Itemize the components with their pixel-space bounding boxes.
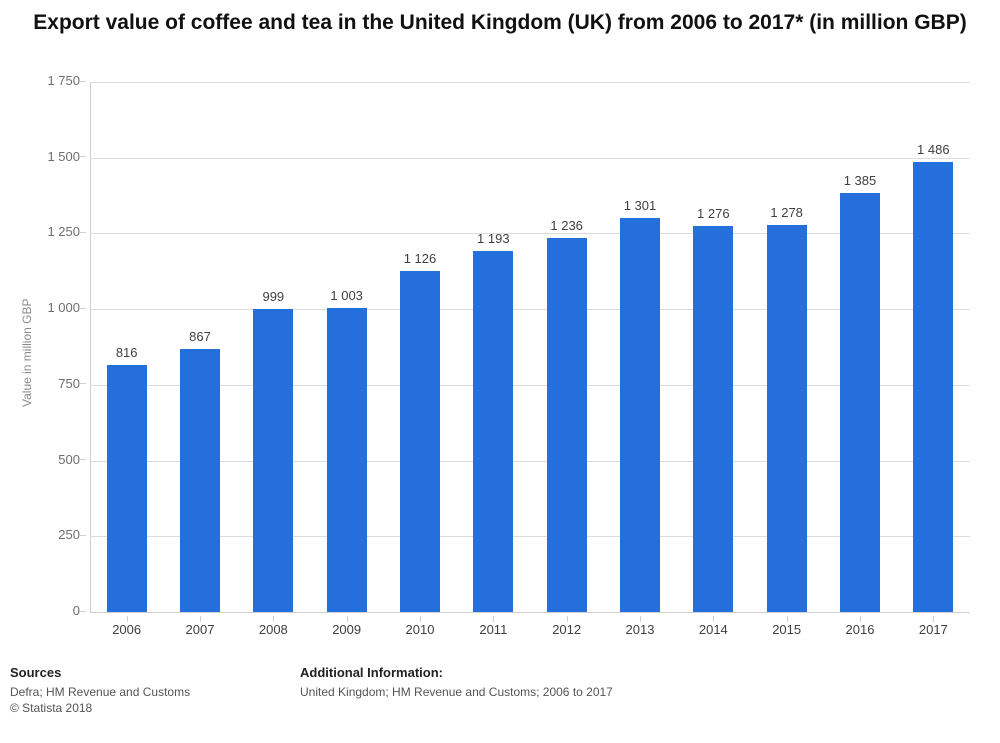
bar-value-label: 1 486 <box>893 142 973 157</box>
y-tick-label: 1 500 <box>20 149 80 164</box>
y-tick-mark <box>80 81 86 82</box>
plot-area: Value in million GBP 02505007501 0001 25… <box>90 82 970 612</box>
y-tick-mark <box>80 459 86 460</box>
x-tick-label: 2017 <box>903 622 963 637</box>
bar <box>620 218 660 612</box>
bar-value-label: 1 126 <box>380 251 460 266</box>
info-heading: Additional Information: <box>300 665 613 680</box>
y-tick-label: 250 <box>20 527 80 542</box>
x-tick-mark <box>420 616 421 622</box>
gridline <box>90 536 970 537</box>
bar-value-label: 1 003 <box>307 288 387 303</box>
y-tick-mark <box>80 383 86 384</box>
y-tick-label: 1 750 <box>20 73 80 88</box>
x-tick-mark <box>127 616 128 622</box>
bar <box>327 308 367 612</box>
bar <box>107 365 147 612</box>
bar <box>180 349 220 612</box>
gridline <box>90 158 970 159</box>
y-tick-mark <box>80 308 86 309</box>
chart-title: Export value of coffee and tea in the Un… <box>0 10 1000 36</box>
y-tick-label: 0 <box>20 603 80 618</box>
bar-value-label: 867 <box>160 329 240 344</box>
y-tick-mark <box>80 156 86 157</box>
x-tick-mark <box>347 616 348 622</box>
bar <box>400 271 440 612</box>
bar <box>473 251 513 612</box>
x-tick-label: 2009 <box>317 622 377 637</box>
x-tick-label: 2006 <box>97 622 157 637</box>
x-tick-label: 2008 <box>243 622 303 637</box>
x-tick-label: 2007 <box>170 622 230 637</box>
sources-heading: Sources <box>10 665 190 680</box>
sources-line: Defra; HM Revenue and Customs <box>10 684 190 700</box>
sources-line: © Statista 2018 <box>10 700 190 716</box>
y-tick-mark <box>80 535 86 536</box>
sources-block: Sources Defra; HM Revenue and Customs© S… <box>10 665 190 716</box>
bar-value-label: 816 <box>87 345 167 360</box>
x-axis-line <box>90 612 970 613</box>
bar-value-label: 1 276 <box>673 206 753 221</box>
y-tick-mark <box>80 611 86 612</box>
y-tick-label: 1 250 <box>20 224 80 239</box>
gridline <box>90 461 970 462</box>
gridline <box>90 309 970 310</box>
y-tick-mark <box>80 232 86 233</box>
bar-value-label: 999 <box>233 289 313 304</box>
x-tick-label: 2010 <box>390 622 450 637</box>
x-tick-label: 2015 <box>757 622 817 637</box>
bar <box>547 238 587 612</box>
x-tick-mark <box>860 616 861 622</box>
bar-value-label: 1 278 <box>747 205 827 220</box>
y-tick-label: 750 <box>20 376 80 391</box>
bar <box>840 193 880 612</box>
x-tick-mark <box>713 616 714 622</box>
x-tick-mark <box>493 616 494 622</box>
info-block: Additional Information: United Kingdom; … <box>300 665 613 700</box>
gridline <box>90 82 970 83</box>
bar <box>913 162 953 612</box>
x-tick-label: 2016 <box>830 622 890 637</box>
x-tick-label: 2013 <box>610 622 670 637</box>
gridline <box>90 385 970 386</box>
x-tick-label: 2011 <box>463 622 523 637</box>
x-tick-label: 2012 <box>537 622 597 637</box>
x-tick-mark <box>933 616 934 622</box>
bar-value-label: 1 301 <box>600 198 680 213</box>
x-tick-mark <box>273 616 274 622</box>
x-tick-mark <box>567 616 568 622</box>
x-tick-mark <box>640 616 641 622</box>
y-tick-label: 1 000 <box>20 300 80 315</box>
x-tick-label: 2014 <box>683 622 743 637</box>
x-tick-mark <box>200 616 201 622</box>
y-tick-label: 500 <box>20 452 80 467</box>
x-tick-mark <box>787 616 788 622</box>
bar-value-label: 1 236 <box>527 218 607 233</box>
bar <box>693 226 733 612</box>
bar-value-label: 1 385 <box>820 173 900 188</box>
chart-container: Export value of coffee and tea in the Un… <box>0 0 1000 743</box>
info-line: United Kingdom; HM Revenue and Customs; … <box>300 684 613 700</box>
bar <box>767 225 807 612</box>
bar-value-label: 1 193 <box>453 231 533 246</box>
bar <box>253 309 293 612</box>
